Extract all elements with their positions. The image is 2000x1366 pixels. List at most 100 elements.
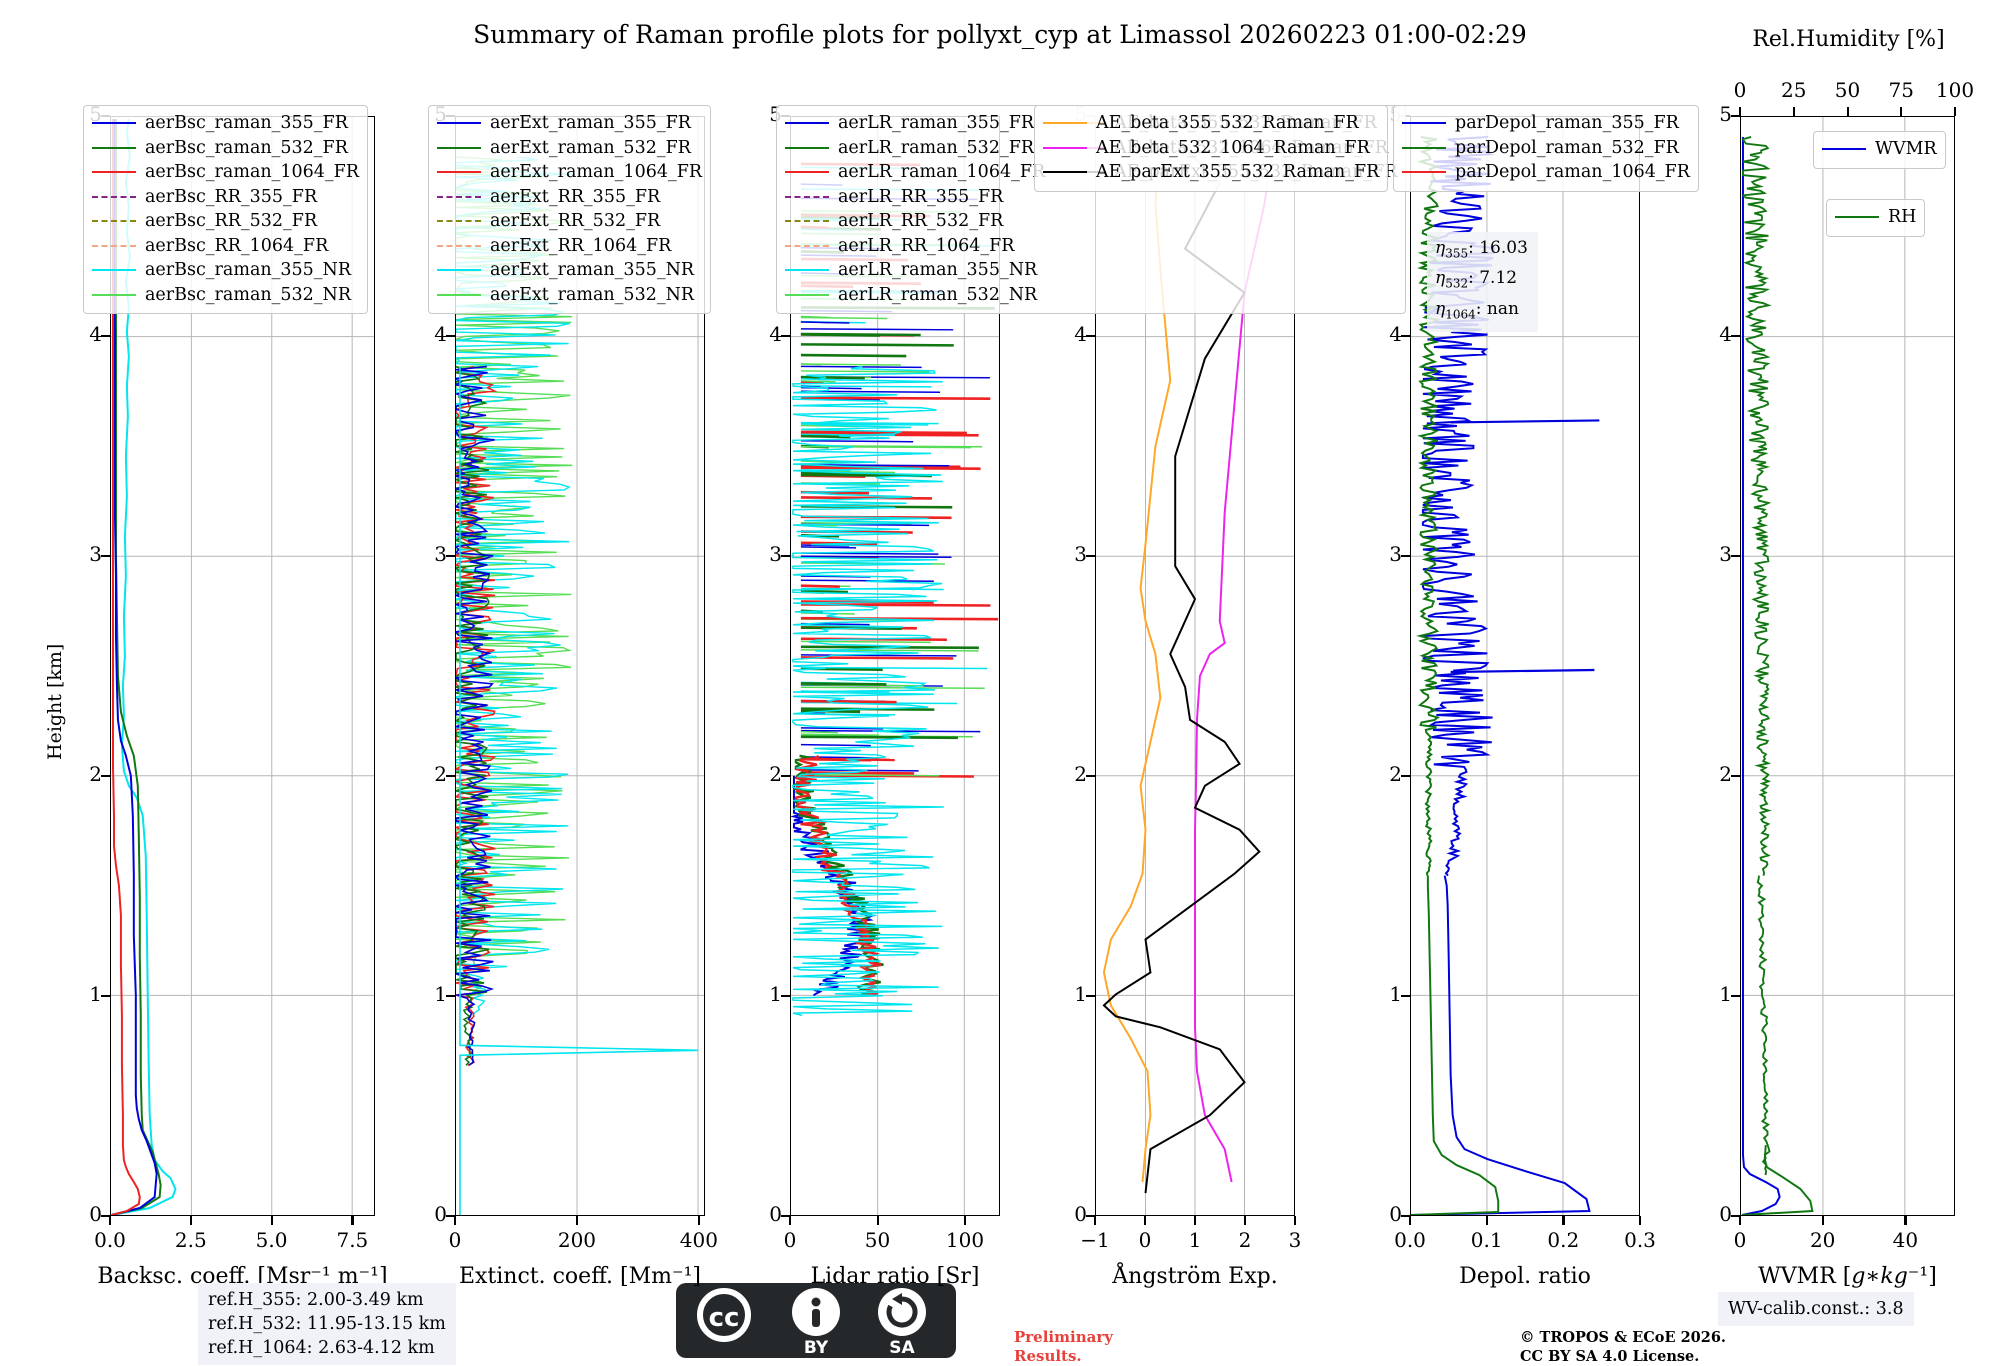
legend-extinction[interactable]: aerExt_raman_355_FR aerExt_raman_532_FR ae… bbox=[428, 105, 712, 314]
cc-license-badge[interactable]: cc BY SA bbox=[676, 1283, 956, 1358]
y-tick-mark bbox=[446, 775, 455, 778]
y-tick-label-wvmr-1: 1 bbox=[1719, 982, 1732, 1006]
ref-h-532: ref.H_532: 11.95-13.15 km bbox=[208, 1314, 446, 1334]
legend-row[interactable]: aerBsc_RR_355_FR bbox=[92, 185, 359, 210]
y-axis-label: Height [km] bbox=[44, 643, 66, 760]
legend-row[interactable]: aerExt_raman_355_FR bbox=[437, 111, 702, 136]
legend-row[interactable]: AE_beta_532_1064_Raman_FR bbox=[1043, 136, 1379, 161]
x-tick-label-angstrom-1: 0 bbox=[1138, 1228, 1152, 1252]
legend-wvmr[interactable]: WVMR bbox=[1813, 131, 1946, 169]
rh-top-tick-0: 0 bbox=[1733, 78, 1747, 102]
legend-depolarization[interactable]: parDepol_raman_355_FR parDepol_raman_532_… bbox=[1393, 105, 1699, 192]
legend-row[interactable]: aerLR_raman_1064_FR bbox=[785, 160, 1045, 185]
profile-line bbox=[800, 589, 848, 594]
legend-label: aerBsc_raman_532_NR bbox=[145, 284, 352, 305]
profile-line bbox=[800, 370, 930, 373]
y-tick-label-lidar-ratio-1: 1 bbox=[769, 982, 782, 1006]
legend-row[interactable]: WVMR bbox=[1822, 137, 1937, 162]
x-axis-label-lidar-ratio: Lidar ratio [Sr] bbox=[810, 1264, 980, 1289]
legend-label: aerBsc_raman_355_NR bbox=[145, 260, 352, 281]
legend-row[interactable]: aerBsc_RR_532_FR bbox=[92, 209, 359, 234]
x-tick-mark bbox=[697, 1216, 701, 1225]
legend-row[interactable]: aerExt_raman_355_NR bbox=[437, 258, 702, 283]
x-tick-mark bbox=[189, 1216, 192, 1225]
x-tick-label-wvmr-0: 0 bbox=[1733, 1228, 1747, 1252]
legend-row[interactable]: aerExt_RR_1064_FR bbox=[437, 234, 702, 259]
rh-top-tick-mark bbox=[1792, 107, 1795, 116]
x-axis-label-angstrom: Ångström Exp. bbox=[1112, 1264, 1278, 1289]
legend-label: aerBsc_raman_1064_FR bbox=[145, 162, 359, 183]
legend-label: AE_parExt_355_532_Raman_FR bbox=[1096, 162, 1380, 183]
legend-row[interactable]: aerLR_raman_355_FR bbox=[785, 111, 1045, 136]
profile-line bbox=[1450, 668, 1595, 674]
legend-row[interactable]: AE_parExt_355_532_Raman_FR bbox=[1043, 160, 1379, 185]
legend-row[interactable]: aerBsc_raman_532_FR bbox=[92, 136, 359, 161]
panel-depolarization[interactable]: parDepol_raman_355_FR parDepol_raman_532_… bbox=[1393, 105, 1699, 1216]
legend-label: parDepol_raman_532_FR bbox=[1455, 137, 1679, 158]
profile-line bbox=[800, 654, 957, 657]
copyright-line-1: © TROPOS & ECoE 2026. bbox=[1520, 1329, 1726, 1346]
x-tick-label-depolarization-1: 0.1 bbox=[1470, 1228, 1503, 1252]
legend-row[interactable]: aerLR_raman_532_NR bbox=[785, 283, 1045, 308]
legend-angstrom[interactable]: AE_beta_355_532_Raman_FR AE_beta_532_1064… bbox=[1034, 105, 1389, 192]
profile-line bbox=[800, 460, 849, 463]
legend-row[interactable]: aerLR_RR_1064_FR bbox=[785, 234, 1045, 259]
y-tick-label-backscatter-4: 4 bbox=[89, 322, 102, 346]
legend-row[interactable]: aerExt_raman_1064_FR bbox=[437, 160, 702, 185]
profile-line bbox=[800, 727, 884, 730]
legend-row[interactable]: AE_beta_355_532_Raman_FR bbox=[1043, 111, 1379, 136]
legend-row[interactable]: RH bbox=[1835, 205, 1916, 230]
x-tick-label-depolarization-2: 0.2 bbox=[1547, 1228, 1580, 1252]
legend-line-swatch bbox=[1835, 216, 1879, 219]
x-tick-mark bbox=[575, 1216, 579, 1225]
legend-label: parDepol_raman_1064_FR bbox=[1455, 162, 1690, 183]
legend-rh[interactable]: RH bbox=[1826, 199, 1926, 237]
x-tick-label-lidar-ratio-1: 50 bbox=[864, 1228, 891, 1252]
legend-row[interactable]: aerExt_RR_355_FR bbox=[437, 185, 702, 210]
legend-row[interactable]: aerBsc_raman_355_NR bbox=[92, 258, 359, 283]
legend-line-swatch bbox=[437, 220, 481, 223]
legend-row[interactable]: aerExt_RR_532_FR bbox=[437, 209, 702, 234]
legend-label: AE_beta_355_532_Raman_FR bbox=[1096, 113, 1359, 134]
x-tick-label-angstrom-4: 3 bbox=[1288, 1228, 1302, 1252]
profile-line bbox=[1741, 1145, 1814, 1215]
legend-row[interactable]: aerLR_RR_355_FR bbox=[785, 185, 1045, 210]
legend-line-swatch bbox=[92, 220, 136, 223]
wv-calib-box: WV-calib.const.: 3.8 bbox=[1718, 1292, 1914, 1326]
legend-line-swatch bbox=[1043, 171, 1087, 174]
y-tick-mark bbox=[781, 775, 790, 778]
legend-row[interactable]: aerExt_raman_532_FR bbox=[437, 136, 702, 161]
legend-label: aerLR_raman_1064_FR bbox=[838, 162, 1046, 183]
legend-row[interactable]: aerExt_raman_532_NR bbox=[437, 283, 702, 308]
legend-row[interactable]: aerBsc_raman_532_NR bbox=[92, 283, 359, 308]
legend-row[interactable]: aerLR_RR_532_FR bbox=[785, 209, 1045, 234]
legend-backscatter[interactable]: aerBsc_raman_355_FR aerBsc_raman_532_FR ae… bbox=[83, 105, 368, 314]
profile-line bbox=[800, 666, 988, 670]
legend-row[interactable]: aerBsc_raman_1064_FR bbox=[92, 160, 359, 185]
x-tick-mark bbox=[109, 1216, 112, 1225]
panel-wvmr[interactable]: Rel.Humidity [%] WVMR RH bbox=[1740, 27, 1955, 1216]
legend-row[interactable]: parDepol_raman_532_FR bbox=[1402, 136, 1690, 161]
y-tick-label-lidar-ratio-2: 2 bbox=[769, 762, 782, 786]
legend-line-swatch bbox=[92, 269, 136, 272]
legend-row[interactable]: aerBsc_raman_355_FR bbox=[92, 111, 359, 136]
legend-row[interactable]: aerBsc_RR_1064_FR bbox=[92, 234, 359, 259]
rh-top-tick-3: 75 bbox=[1888, 78, 1914, 102]
panel-backscatter[interactable]: aerBsc_raman_355_FR aerBsc_raman_532_FR ae… bbox=[83, 105, 375, 1216]
legend-line-swatch bbox=[1043, 122, 1087, 125]
legend-label: aerBsc_RR_532_FR bbox=[145, 211, 318, 232]
x-tick-label-extinction-0: 0 bbox=[448, 1228, 462, 1252]
legend-row[interactable]: aerLR_raman_532_FR bbox=[785, 136, 1045, 161]
legend-row[interactable]: parDepol_raman_355_FR bbox=[1402, 111, 1690, 136]
x-tick-mark bbox=[1739, 1216, 1742, 1225]
profile-line bbox=[800, 682, 887, 686]
y-tick-label-lidar-ratio-4: 4 bbox=[769, 322, 782, 346]
legend-row[interactable]: parDepol_raman_1064_FR bbox=[1402, 160, 1690, 185]
legend-line-swatch bbox=[785, 146, 829, 149]
legend-row[interactable]: aerLR_raman_355_NR bbox=[785, 258, 1045, 283]
panel-extinction[interactable]: aerExt_raman_355_FR aerExt_raman_532_FR ae… bbox=[428, 105, 712, 1216]
ref-h-1064: ref.H_1064: 2.63-4.12 km bbox=[208, 1338, 435, 1358]
panel-lidar-ratio[interactable]: aerLR_raman_355_FR aerLR_raman_532_FR aerL… bbox=[776, 105, 1407, 1216]
profile-line bbox=[800, 546, 857, 549]
profile-line bbox=[800, 733, 880, 737]
